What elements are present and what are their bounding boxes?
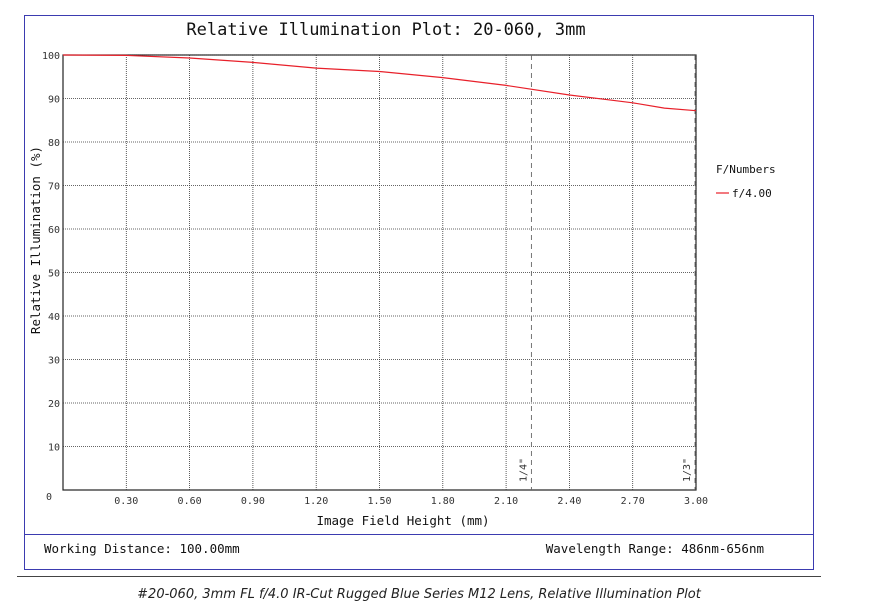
plot-annotations: 1/4" 1/3": [518, 55, 696, 490]
x-tick-label: 0.60: [178, 496, 202, 507]
wavelength-range-label: Wavelength Range: 486nm-656nm: [546, 541, 764, 556]
x-tick-label: 1.80: [431, 496, 455, 507]
y-axis-ticks: 0 10 20 30 40 50 60 70 80 90 100: [42, 51, 60, 503]
y-axis-label: Relative Illumination (%): [28, 146, 43, 334]
y-tick-label: 60: [48, 225, 60, 236]
x-tick-label: 2.70: [621, 496, 645, 507]
y-tick-label: 10: [48, 443, 60, 454]
y-tick-label: 70: [48, 182, 60, 193]
x-tick-label: 0.30: [114, 496, 138, 507]
x-tick-label: 2.10: [494, 496, 518, 507]
x-tick-label: 0.90: [241, 496, 265, 507]
x-tick-label: 3.00: [684, 496, 708, 507]
y-tick-label: 50: [48, 269, 60, 280]
series-line: [62, 54, 697, 112]
legend-title: F/Numbers: [716, 163, 776, 176]
image-format-label: 1/3": [682, 458, 693, 482]
plot-series: [62, 54, 697, 112]
y-tick-label: 20: [48, 399, 60, 410]
y-tick-label: 90: [48, 95, 60, 106]
y-tick-label: 30: [48, 356, 60, 367]
x-axis-ticks: 0.30 0.60 0.90 1.20 1.50 1.80 2.10 2.40 2.70 3.00: [114, 496, 708, 507]
y-tick-label: 100: [42, 51, 60, 62]
x-tick-label: 2.40: [557, 496, 581, 507]
x-tick-label: 1.20: [304, 496, 328, 507]
image-format-label: 1/4": [518, 458, 529, 482]
chart-title: Relative Illumination Plot: 20-060, 3mm: [186, 20, 585, 40]
caption-divider: [17, 576, 821, 577]
working-distance-label: Working Distance: 100.00mm: [44, 541, 240, 556]
y-tick-label: 40: [48, 312, 60, 323]
plot-grid: [62, 54, 697, 491]
relative-illumination-chart: Relative Illumination Plot: 20-060, 3mm …: [24, 15, 814, 570]
y-tick-label: 80: [48, 138, 60, 149]
chart-frame: [24, 15, 814, 570]
y-tick-label: 0: [46, 492, 52, 503]
legend-item-label: f/4.00: [732, 187, 772, 200]
x-axis-label: Image Field Height (mm): [316, 513, 489, 528]
x-tick-label: 1.50: [367, 496, 391, 507]
figure-caption: #20-060, 3mm FL f/4.0 IR-Cut Rugged Blue…: [137, 587, 701, 602]
